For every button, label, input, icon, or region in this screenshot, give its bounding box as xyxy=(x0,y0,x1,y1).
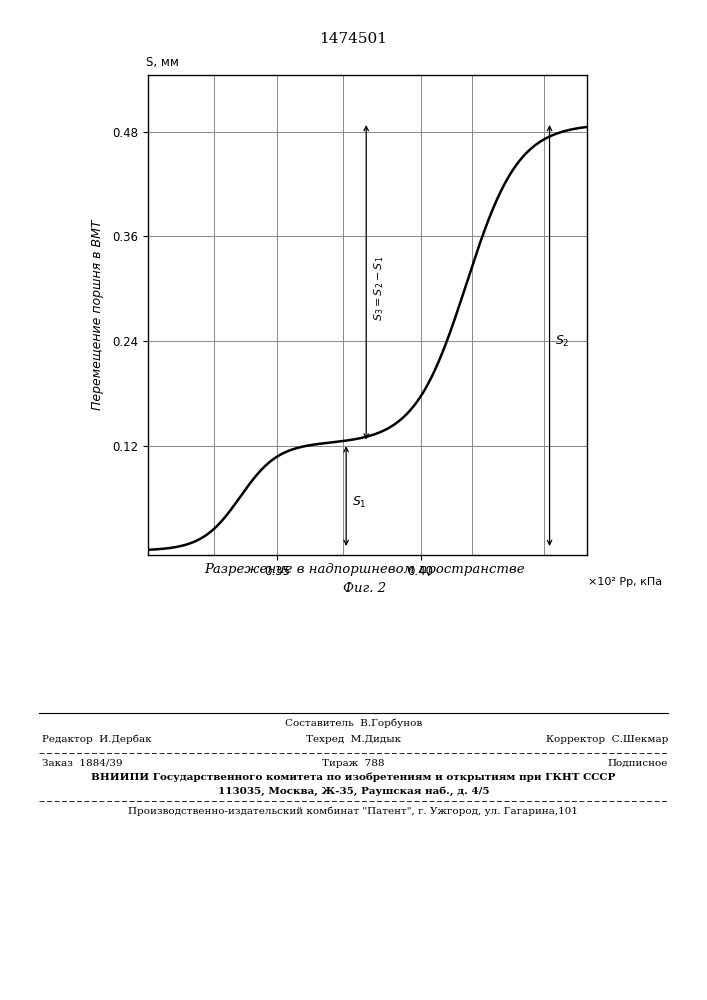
Text: Подписное: Подписное xyxy=(608,759,668,768)
Text: Производственно-издательский комбинат "Патент", г. Ужгород, ул. Гагарина,101: Производственно-издательский комбинат "П… xyxy=(129,807,578,816)
Text: Фиг. 2: Фиг. 2 xyxy=(343,582,385,595)
Text: S, мм: S, мм xyxy=(146,56,179,69)
Text: Составитель  В.Горбунов: Составитель В.Горбунов xyxy=(285,719,422,728)
Text: Разрежение в надпоршневом пространстве: Разрежение в надпоршневом пространстве xyxy=(204,563,525,576)
Text: Заказ  1884/39: Заказ 1884/39 xyxy=(42,759,123,768)
Text: Редактор  И.Дербак: Редактор И.Дербак xyxy=(42,735,152,744)
Text: Тираж  788: Тираж 788 xyxy=(322,759,385,768)
Text: Корректор  С.Шекмар: Корректор С.Шекмар xyxy=(546,735,668,744)
Text: ВНИИПИ Государственного комитета по изобретениям и открытиям при ГКНТ СССР: ВНИИПИ Государственного комитета по изоб… xyxy=(91,773,616,782)
Text: 113035, Москва, Ж-35, Раушская наб., д. 4/5: 113035, Москва, Ж-35, Раушская наб., д. … xyxy=(218,786,489,796)
Text: ×10² Рр, кПа: ×10² Рр, кПа xyxy=(588,577,662,587)
Y-axis label: Перемещение поршня в ВМТ: Перемещение поршня в ВМТ xyxy=(91,220,105,410)
Text: $S_3 = S_2 - S_1$: $S_3 = S_2 - S_1$ xyxy=(372,256,386,321)
Text: 1474501: 1474501 xyxy=(320,32,387,46)
Text: $S_2$: $S_2$ xyxy=(555,334,570,349)
Text: $S_1$: $S_1$ xyxy=(352,495,366,510)
Text: Техред  М.Дидык: Техред М.Дидык xyxy=(306,735,401,744)
